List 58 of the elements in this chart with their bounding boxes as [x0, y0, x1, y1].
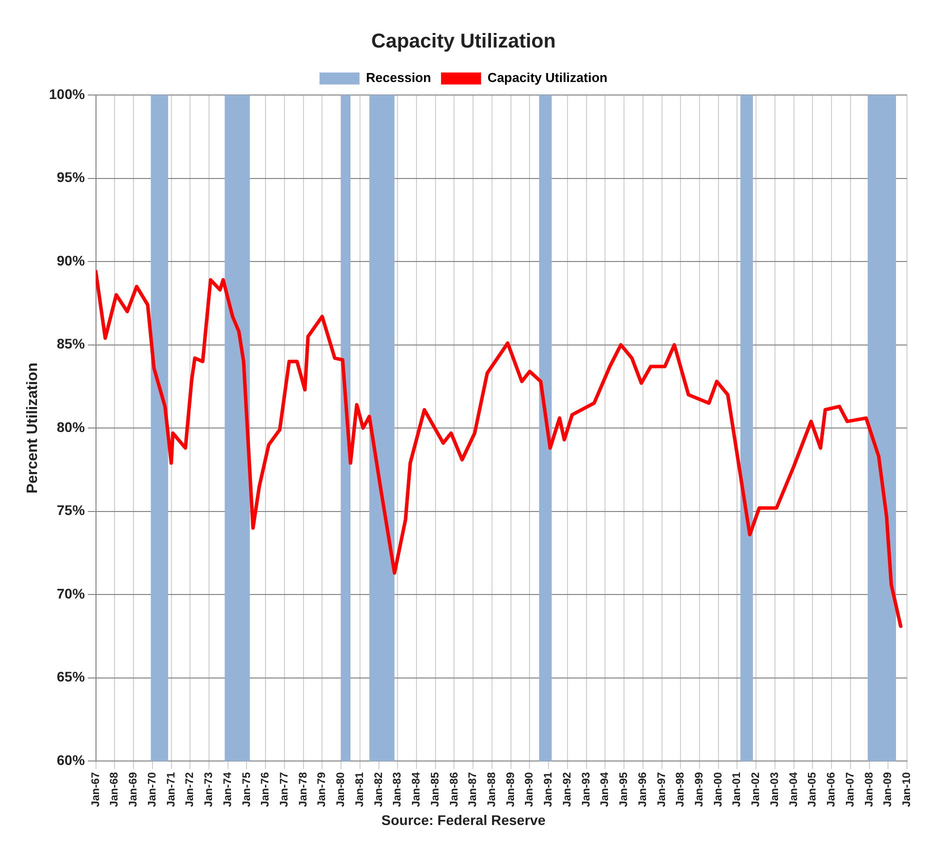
x-tick-label: Jan-94 [599, 771, 612, 808]
y-tick-label: 80% [56, 418, 86, 435]
x-tick-label: Jan-73 [203, 772, 216, 808]
x-tick-label: Jan-05 [806, 772, 819, 808]
x-tick-label: Jan-10 [901, 772, 914, 808]
x-tick-label: Jan-91 [542, 772, 555, 808]
x-tick-label: Jan-79 [316, 772, 328, 808]
x-tick-label: Jan-89 [504, 772, 517, 808]
y-tick-label: 90% [56, 252, 86, 268]
x-tick-label: Jan-67 [90, 772, 102, 808]
x-tick-label: Jan-09 [882, 772, 894, 808]
x-tick-label: Jan-97 [656, 772, 668, 808]
x-tick-label: Jan-70 [146, 772, 158, 808]
x-tick-label: Jan-92 [561, 772, 574, 808]
x-tick-label: Jan-95 [618, 772, 630, 808]
x-tick-label: Jan-96 [636, 772, 649, 808]
x-tick-label: Jan-93 [580, 772, 592, 808]
x-tick-label: Jan-03 [768, 772, 781, 808]
x-tick-label: Jan-72 [184, 772, 196, 808]
x-tick-label: Jan-82 [372, 772, 385, 808]
x-tick-label: Jan-07 [844, 772, 856, 808]
x-tick-label: Jan-81 [354, 772, 366, 808]
x-tick-label: Jan-02 [750, 772, 762, 808]
y-axis-title: Percent Utilization [24, 362, 42, 494]
y-tick-label: 70% [56, 585, 86, 602]
x-tick-label: Jan-06 [826, 772, 838, 808]
x-tick-label: Jan-75 [240, 772, 253, 808]
x-tick-label: Jan-84 [410, 771, 423, 808]
x-tick-label: Jan-71 [165, 772, 178, 808]
chart-title: Capacity Utilization [371, 30, 556, 53]
y-tick-label: 60% [56, 752, 86, 768]
x-tick-label: Jan-04 [788, 771, 800, 808]
x-tick-label: Jan-69 [128, 772, 140, 808]
x-tick-label: Jan-76 [260, 772, 272, 808]
x-tick-label: Jan-83 [392, 772, 404, 808]
x-tick-label: Jan-74 [222, 771, 234, 808]
x-tick-label: Jan-86 [448, 772, 460, 808]
x-tick-label: Jan-80 [335, 772, 348, 808]
x-tick-label: Jan-87 [467, 772, 480, 808]
y-tick-label: 65% [56, 668, 86, 685]
x-tick-label: Jan-68 [108, 772, 121, 808]
x-tick-label: Jan-78 [297, 772, 310, 808]
x-tick-label: Jan-98 [674, 772, 687, 808]
y-tick-label: 85% [56, 336, 86, 352]
y-tick-label: 95% [56, 169, 86, 186]
source-note: Source: Federal Reserve [380, 812, 547, 828]
legend-label: Capacity Utilization [488, 70, 608, 86]
x-tick-label: Jan-01 [731, 772, 744, 808]
x-tick-label: Jan-85 [429, 772, 442, 808]
x-tick-label: Jan-88 [486, 772, 498, 808]
x-tick-label: Jan-77 [278, 772, 290, 808]
x-tick-label: Jan-08 [863, 772, 876, 808]
x-tick-label: Jan-90 [524, 772, 536, 808]
y-tick-label: 75% [56, 502, 86, 518]
legend-label: Recession [366, 70, 432, 86]
x-tick-label: Jan-00 [712, 772, 724, 808]
y-tick-label: 100% [48, 86, 86, 102]
x-tick-label: Jan-99 [694, 772, 706, 808]
